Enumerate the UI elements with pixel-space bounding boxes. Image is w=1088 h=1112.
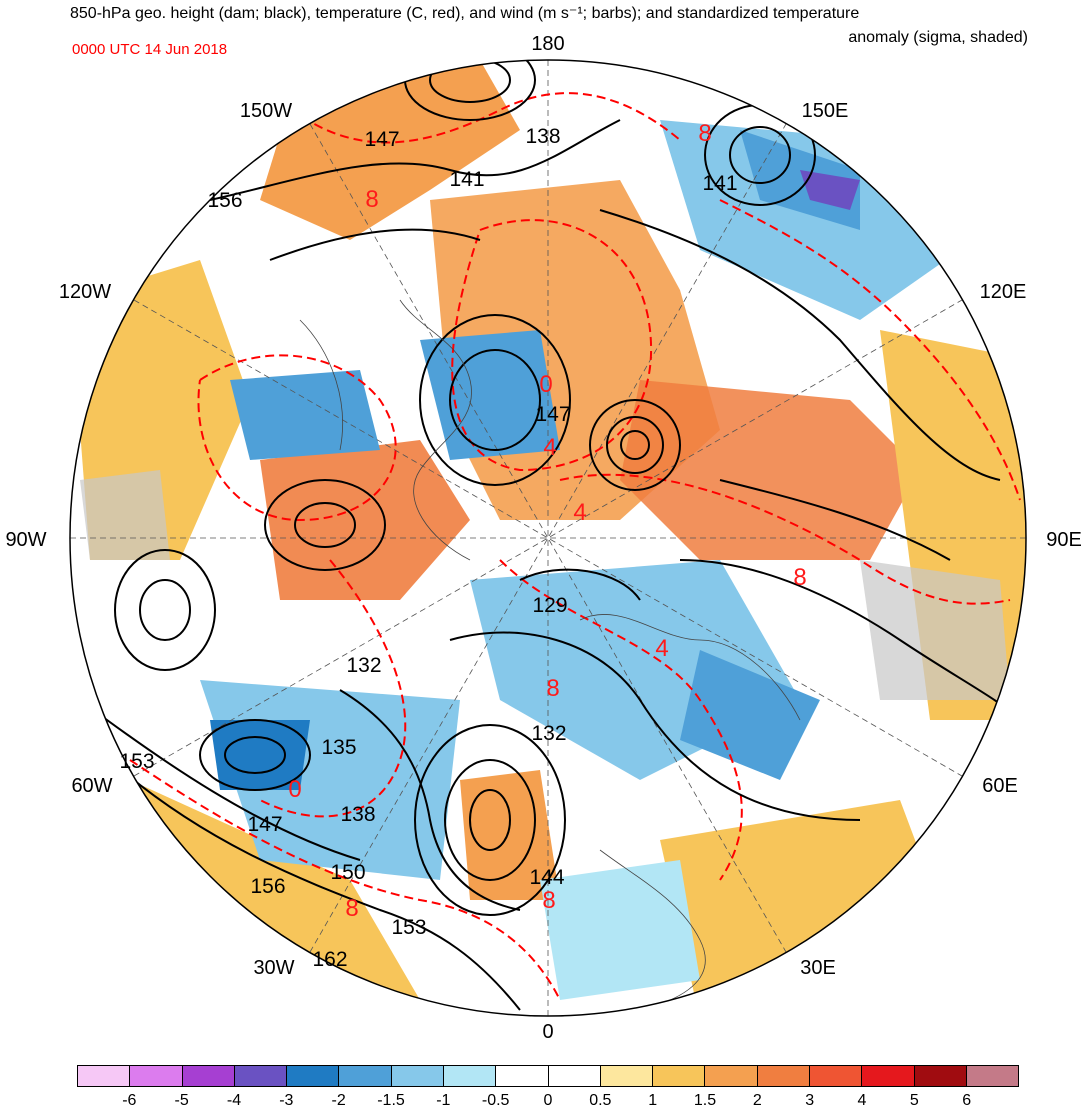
colorbar-swatch (234, 1066, 288, 1086)
colorbar-swatch (914, 1066, 967, 1086)
height-label: 147 (535, 403, 570, 426)
height-label: 147 (364, 128, 399, 151)
colorbar-tick-label: 5 (909, 1092, 919, 1109)
temperature-label: 4 (573, 499, 586, 526)
colorbar-swatch (966, 1066, 1019, 1086)
height-label: 132 (346, 654, 381, 677)
colorbar-tick-labels: -6 -5 -4 -3 -2 -1.5 -1 -0.5 0 0.5 1 1.5 2 3 4 5 6 (77, 1092, 1019, 1112)
colorbar-swatch (182, 1066, 235, 1086)
temperature-label: 4 (543, 434, 556, 461)
colorbar-tick-label: 6 (962, 1092, 972, 1109)
colorbar-tick-label: 0 (543, 1092, 553, 1109)
longitude-label-90e: 90E (1046, 529, 1082, 551)
colorbar-swatch (705, 1066, 758, 1086)
height-label: 153 (391, 916, 426, 939)
colorbar-tick-label: -2 (331, 1092, 346, 1109)
neutral-land-gray-west (80, 470, 170, 560)
cold-anomaly-canada-west (230, 370, 380, 460)
height-contours (79, 60, 1021, 1011)
coastlines (299, 299, 801, 1011)
anomaly-colorbar (77, 1065, 1019, 1087)
height-label: 135 (321, 736, 356, 759)
colorbar-tick-label: 1 (648, 1092, 658, 1109)
longitude-label-180: 180 (531, 33, 564, 55)
colorbar-tick-label: -4 (226, 1092, 242, 1109)
height-label: 150 (330, 861, 365, 884)
colorbar-tick-label: 1.5 (693, 1092, 717, 1109)
colorbar-swatch (443, 1066, 497, 1086)
colorbar-tick-label: -1 (436, 1092, 451, 1109)
colorbar-swatch (600, 1066, 654, 1086)
cold-anomaly-purple (800, 170, 860, 210)
colorbar-swatch (78, 1066, 131, 1086)
longitude-label-150e: 150E (802, 100, 849, 122)
colorbar-tick-label: -3 (279, 1092, 294, 1109)
height-label: 156 (207, 189, 242, 212)
colorbar-tick-label: 3 (805, 1092, 815, 1109)
colorbar-tick-label: -0.5 (481, 1092, 510, 1109)
longitude-label-120w: 120W (59, 281, 111, 303)
colorbar-swatch (862, 1066, 915, 1086)
height-label: 144 (529, 866, 564, 889)
colorbar-tick-label: -1.5 (377, 1092, 405, 1109)
cold-anomaly-urals (680, 650, 820, 780)
temperature-label: 8 (698, 120, 711, 147)
longitude-label-150w: 150W (240, 100, 292, 122)
temperature-label: 8 (546, 675, 559, 702)
colorbar-swatch (391, 1066, 444, 1086)
longitude-label-90w: 90W (5, 529, 46, 551)
polar-stereographic-map: 180 150E 120E 90E 60E 30E 0 30W 60W 90W … (5, 33, 1082, 1043)
longitude-label-60w: 60W (71, 775, 112, 797)
height-label: 141 (449, 168, 484, 191)
height-label: 132 (531, 722, 566, 745)
temperature-label: 4 (655, 635, 668, 662)
colorbar-swatch (757, 1066, 810, 1086)
colorbar-tick-label: 4 (857, 1092, 867, 1109)
graticule (70, 60, 1026, 1016)
temperature-label: 8 (365, 186, 378, 213)
map-boundary (69, 59, 1027, 1017)
map-title: 850-hPa geo. height (dam; black), temper… (70, 5, 860, 22)
height-label: 141 (702, 172, 737, 195)
colorbar-tick-label: -6 (122, 1092, 137, 1109)
colorbar-tick-label: -5 (174, 1092, 189, 1109)
colorbar-tick-label: 2 (752, 1092, 762, 1109)
colorbar-swatch (130, 1066, 183, 1086)
cold-anomaly-labrador (210, 720, 310, 790)
height-label: 162 (312, 948, 347, 971)
colorbar-swatch (287, 1066, 340, 1086)
colorbar-swatch (496, 1066, 549, 1086)
longitude-label-60e: 60E (982, 775, 1018, 797)
longitude-label-120e: 120E (980, 281, 1027, 303)
colorbar-tick-label: 0.5 (589, 1092, 612, 1109)
temperature-label: 8 (793, 564, 806, 591)
cold-anomaly-scandinavia (540, 860, 700, 1000)
colorbar-swatch (548, 1066, 601, 1086)
valid-time: 0000 UTC 14 Jun 2018 (72, 41, 228, 58)
temperature-label: 8 (542, 887, 555, 914)
temperature-contours (129, 92, 1021, 1001)
neutral-land-gray-east (860, 560, 1010, 700)
height-label: 153 (119, 750, 154, 773)
height-label: 138 (340, 803, 375, 826)
map-disk (70, 60, 1026, 1016)
height-label: 129 (532, 594, 567, 617)
height-label: 156 (250, 875, 285, 898)
colorbar-swatch (809, 1066, 863, 1086)
temperature-label: 8 (345, 895, 358, 922)
height-label: 147 (247, 813, 282, 836)
temperature-label: 0 (539, 371, 552, 398)
colorbar-swatch (653, 1066, 706, 1086)
temperature-label: 0 (288, 776, 301, 803)
longitude-label-30e: 30E (800, 957, 836, 979)
map-title-continued: anomaly (sigma, shaded) (848, 29, 1028, 46)
colorbar-swatch (339, 1066, 392, 1086)
height-label: 138 (525, 125, 560, 148)
longitude-label-0: 0 (542, 1021, 553, 1043)
warm-anomaly-nordic (460, 770, 560, 900)
longitude-label-30w: 30W (253, 957, 294, 979)
